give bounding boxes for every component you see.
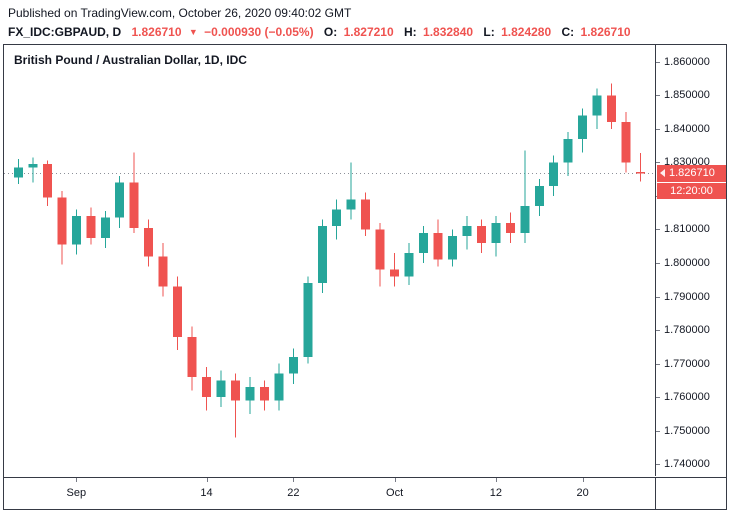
price-axis-tick [656, 162, 660, 164]
chart-frame: British Pound / Australian Dollar, 1D, I… [3, 44, 727, 510]
open-value: 1.827210 [343, 25, 394, 39]
time-axis-tick [206, 478, 208, 482]
current-price-text: 1.826710 [669, 167, 715, 180]
axis-corner [655, 477, 726, 510]
candlestick-chart[interactable] [4, 45, 655, 476]
close-value: 1.826710 [580, 25, 631, 39]
chart-title: British Pound / Australian Dollar, 1D, I… [14, 53, 247, 67]
price-axis-tick [656, 330, 660, 332]
price-axis-label: 1.770000 [664, 357, 710, 370]
price-axis-tick [656, 263, 660, 264]
time-axis-label: 12 [489, 487, 502, 499]
price-label-arrow-icon [660, 169, 665, 178]
time-axis[interactable]: Sep 14 22 Oct 12 20 [4, 477, 655, 510]
price-axis-tick [656, 464, 660, 466]
current-price-label: 1.826710 [657, 164, 726, 182]
price-axis-label: 1.750000 [664, 424, 710, 437]
time-axis-label: 22 [287, 487, 300, 499]
close-label: C: [561, 25, 575, 39]
price-axis-label: 1.850000 [664, 89, 710, 102]
plot-area[interactable]: British Pound / Australian Dollar, 1D, I… [4, 45, 655, 476]
time-axis-tick [394, 478, 396, 482]
price-axis-tick [656, 95, 660, 97]
time-axis-tick [76, 478, 78, 482]
price-axis-label: 1.790000 [664, 290, 710, 303]
time-axis-tick [293, 478, 295, 482]
low-value: 1.824280 [501, 25, 552, 39]
open-label: O: [323, 25, 338, 39]
time-axis-label: Oct [386, 487, 404, 499]
last-price-value: 1.826710 [131, 25, 182, 39]
price-axis[interactable]: 1.826710 12:20:00 1.860000 1.850000 1.8400… [655, 45, 726, 476]
price-axis-tick [656, 430, 660, 432]
price-axis-label: 1.860000 [664, 55, 710, 68]
price-axis-tick [656, 229, 660, 231]
symbol-header: FX_IDC:GBPAUD, D 1.826710 ▼ −0.000930 (−… [8, 25, 631, 39]
price-axis-label: 1.780000 [664, 324, 710, 337]
price-axis-tick [656, 61, 660, 63]
price-axis-tick [656, 397, 660, 399]
time-axis-label: Sep [66, 487, 87, 499]
price-axis-label: 1.740000 [664, 458, 710, 471]
price-axis-label: 1.800000 [664, 257, 710, 269]
price-axis-tick [656, 296, 660, 298]
time-axis-tick [582, 478, 584, 482]
change-down-icon: ▼ [188, 27, 198, 37]
price-axis-label: 1.810000 [664, 223, 710, 236]
high-label: H: [404, 25, 417, 39]
bar-close-countdown: 12:20:00 [657, 182, 726, 199]
price-axis-tick [656, 363, 660, 365]
published-line: Published on TradingView.com, October 26… [8, 6, 352, 20]
low-label: L: [483, 25, 495, 39]
time-axis-label: 14 [200, 487, 213, 499]
price-change: −0.000930 (−0.05%) [204, 25, 314, 39]
time-axis-label: 20 [576, 487, 589, 499]
price-axis-label: 1.840000 [664, 122, 710, 135]
price-axis-tick [656, 128, 660, 130]
time-axis-tick [495, 478, 497, 482]
price-axis-label: 1.760000 [664, 391, 710, 404]
high-value: 1.832840 [423, 25, 474, 39]
symbol-name: FX_IDC:GBPAUD, D [8, 25, 122, 39]
